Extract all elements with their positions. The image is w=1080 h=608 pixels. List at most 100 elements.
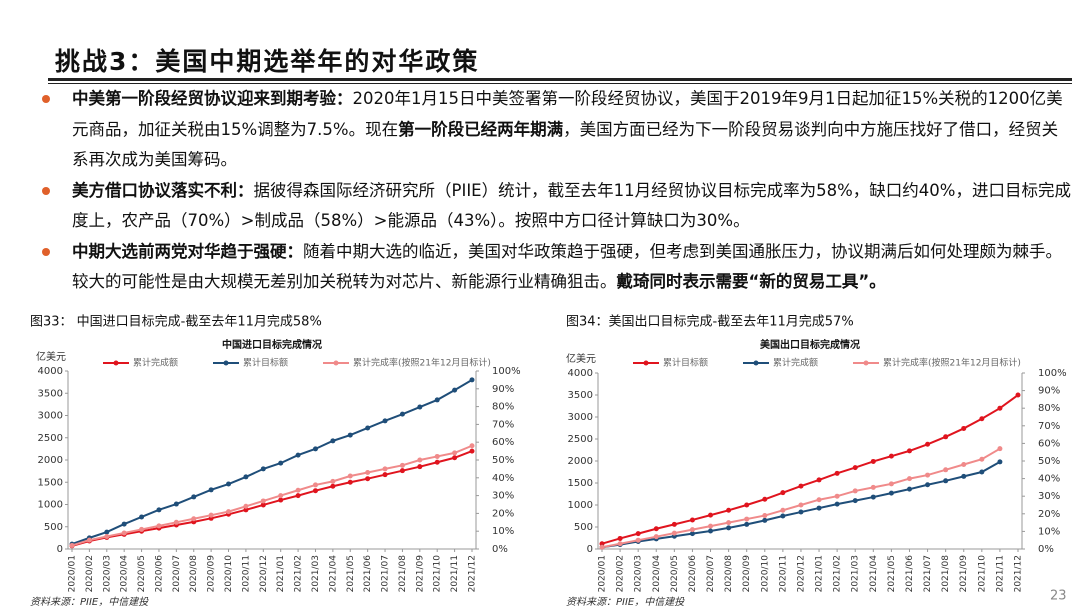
x-tick-label: 2020/03 bbox=[634, 555, 644, 592]
x-tick-label: 2021/12 bbox=[1014, 555, 1024, 592]
point bbox=[671, 521, 677, 527]
x-tick-label: 2020/06 bbox=[688, 555, 698, 593]
point bbox=[617, 535, 623, 541]
x-tick-label: 2021/03 bbox=[311, 555, 321, 592]
bullet-text: 中美第一阶段经贸协议迎来到期考验： bbox=[72, 89, 353, 108]
x-tick-label: 2021/02 bbox=[833, 555, 843, 592]
bullet-text: 美方借口协议落实不利： bbox=[72, 180, 254, 200]
point bbox=[599, 544, 605, 550]
x-tick-label: 2021/05 bbox=[346, 555, 356, 592]
x-tick-label: 2021/08 bbox=[398, 555, 408, 593]
point bbox=[852, 498, 858, 504]
y-tick-label: 0 bbox=[587, 544, 593, 555]
point bbox=[726, 520, 732, 526]
x-tick-label: 2020/10 bbox=[224, 555, 234, 593]
point bbox=[906, 448, 912, 454]
y-tick-label: 1500 bbox=[38, 477, 63, 488]
point bbox=[434, 459, 440, 465]
point bbox=[925, 472, 931, 478]
point bbox=[434, 453, 440, 459]
point bbox=[906, 486, 912, 492]
point bbox=[452, 387, 458, 393]
point bbox=[888, 481, 894, 487]
point bbox=[243, 503, 249, 509]
point bbox=[617, 541, 623, 547]
point bbox=[173, 519, 179, 525]
series-line bbox=[71, 450, 473, 547]
point bbox=[979, 456, 985, 462]
point bbox=[260, 498, 266, 504]
point bbox=[208, 512, 214, 518]
point bbox=[852, 465, 858, 471]
point bbox=[469, 377, 475, 383]
point bbox=[208, 487, 214, 493]
x-tick-label: 2021/06 bbox=[363, 555, 373, 593]
point bbox=[226, 509, 232, 515]
point bbox=[139, 526, 145, 532]
series-line bbox=[601, 447, 1001, 549]
point bbox=[104, 529, 110, 535]
point bbox=[1015, 392, 1021, 398]
y2-tick-label: 20% bbox=[1038, 509, 1060, 520]
legend-label: 累计完成率(按照21年12月目标计) bbox=[353, 357, 491, 369]
y-tick-label: 2500 bbox=[38, 433, 63, 444]
point bbox=[943, 478, 949, 484]
x-tick-label: 2020/05 bbox=[137, 555, 147, 592]
point bbox=[469, 448, 475, 454]
point bbox=[798, 483, 804, 489]
series-line bbox=[71, 379, 473, 546]
y-tick-label: 1000 bbox=[38, 500, 63, 511]
y2-tick-label: 90% bbox=[492, 384, 514, 395]
x-tick-label: 2020/04 bbox=[652, 555, 662, 593]
point bbox=[744, 502, 750, 508]
x-tick-label: 2020/03 bbox=[102, 555, 112, 592]
legend-label: 累计目标额 bbox=[663, 357, 708, 369]
point bbox=[961, 462, 967, 468]
point bbox=[330, 438, 336, 444]
point bbox=[599, 541, 605, 547]
point bbox=[798, 502, 804, 508]
point bbox=[312, 446, 318, 452]
point bbox=[997, 459, 1003, 465]
title-rule bbox=[48, 83, 1072, 84]
point bbox=[330, 483, 336, 489]
point bbox=[417, 404, 423, 410]
point bbox=[365, 425, 371, 431]
point bbox=[226, 481, 232, 487]
point bbox=[382, 466, 388, 472]
x-tick-label: 2020/06 bbox=[154, 555, 164, 593]
point bbox=[243, 507, 249, 513]
point bbox=[888, 453, 894, 459]
x-tick-label: 2021/11 bbox=[995, 555, 1005, 592]
point bbox=[834, 493, 840, 499]
point bbox=[925, 482, 931, 488]
x-tick-label: 2021/03 bbox=[851, 555, 861, 592]
x-tick-label: 2020/01 bbox=[68, 555, 78, 592]
x-tick-label: 2020/12 bbox=[796, 555, 806, 592]
point bbox=[399, 468, 405, 474]
x-tick-label: 2020/05 bbox=[670, 555, 680, 592]
y2-tick-label: 30% bbox=[492, 491, 514, 502]
point bbox=[744, 521, 750, 527]
x-tick-label: 2021/09 bbox=[415, 555, 425, 593]
x-tick-label: 2021/09 bbox=[959, 555, 969, 593]
point bbox=[330, 478, 336, 484]
y-tick-label: 3500 bbox=[38, 388, 63, 399]
y2-tick-label: 10% bbox=[1038, 526, 1060, 537]
point bbox=[744, 516, 750, 522]
bullet: 中美第一阶段经贸协议迎来到期考验：2020年1月15日中美签署第一阶段经贸协议，… bbox=[42, 84, 1072, 176]
legend-label: 累计目标额 bbox=[243, 357, 288, 369]
point bbox=[816, 505, 822, 511]
chart-title: 美国出口目标完成情况 bbox=[760, 338, 860, 351]
x-tick-label: 2021/10 bbox=[433, 555, 443, 593]
point bbox=[312, 488, 318, 494]
x-tick-label: 2021/11 bbox=[450, 555, 460, 592]
legend-label: 累计完成额 bbox=[133, 357, 178, 369]
bullet: 中期大选前两党对华趋于强硬：随着中期大选的临近，美国对华政策趋于强硬，但考虑到美… bbox=[42, 237, 1072, 298]
point bbox=[399, 411, 405, 417]
x-tick-label: 2020/07 bbox=[706, 555, 716, 592]
y2-tick-label: 100% bbox=[492, 366, 521, 377]
point bbox=[798, 509, 804, 515]
point bbox=[961, 473, 967, 479]
